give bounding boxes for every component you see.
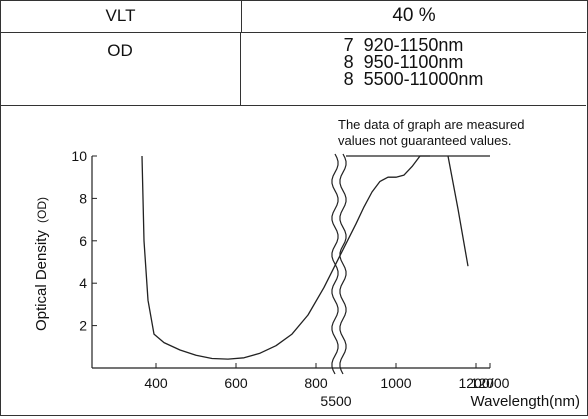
od-curve-cutoff-edge: [447, 155, 469, 267]
chart-note-line2: values not guaranteed values.: [338, 133, 511, 148]
y-axis-label: Optical Density (OD): [33, 197, 50, 331]
x-tick-label: 1000: [380, 375, 411, 391]
chart-note-line1: The data of graph are measured: [338, 117, 524, 132]
od-item-value: 8: [343, 69, 354, 89]
x-tick-label: 1200/: [458, 375, 493, 391]
axis-break-wave: [331, 153, 347, 375]
od-item-range: 950-1100nm: [363, 52, 464, 72]
x-tick-label: 400: [144, 375, 168, 391]
chart-curves: [141, 155, 490, 360]
y-tick-label: 8: [79, 190, 87, 206]
x-tick-label: 800: [304, 375, 328, 391]
x-ticks: 400 600 800 1000 1200/5500 12000: [144, 363, 510, 409]
y-tick-label: 10: [71, 148, 87, 164]
chart-axes: [91, 156, 490, 369]
chart-svg: The data of graph are measured values no…: [33, 117, 580, 410]
vlt-value-cell: 40 %: [242, 0, 586, 32]
x-tick-label-lower: 5500: [320, 393, 351, 409]
od-item-range: 920-1150nm: [363, 35, 464, 55]
od-chart: The data of graph are measured values no…: [0, 106, 586, 414]
x-tick-label: 600: [224, 375, 248, 391]
od-item: 8 5500-11000nm: [343, 69, 484, 89]
y-ticks: 2 4 6 8 10: [71, 148, 97, 334]
od-item-range: 5500-11000nm: [363, 69, 484, 89]
vlt-row: VLT 40 %: [0, 0, 586, 33]
od-item-value: 7: [343, 35, 354, 55]
od-item: 8 950-1100nm: [343, 52, 484, 72]
y-tick-label: 4: [79, 275, 87, 291]
vlt-label: VLT: [105, 6, 136, 25]
vlt-label-cell: VLT: [0, 0, 242, 32]
od-value-cell: 7 920-1150nm 8 950-1100nm 8 5500-11000nm: [241, 33, 586, 105]
axis-break-line: [339, 153, 347, 375]
y-axis-label-main: Optical Density: [33, 230, 50, 331]
od-label-cell: OD: [0, 33, 241, 105]
od-list: 7 920-1150nm 8 950-1100nm 8 5500-11000nm: [343, 35, 484, 105]
od-curve-visible-nir: [141, 155, 430, 360]
x-tick-label: 12000: [471, 375, 510, 391]
od-label: OD: [107, 41, 133, 60]
y-tick-label: 2: [79, 318, 87, 334]
od-item: 7 920-1150nm: [343, 35, 484, 55]
od-item-value: 8: [343, 52, 354, 72]
x-axis-label: Wavelength(nm): [471, 393, 580, 410]
vlt-value: 40 %: [392, 5, 436, 26]
y-tick-label: 6: [79, 233, 87, 249]
axis-break-line: [331, 153, 339, 375]
y-axis-label-unit: (OD): [35, 197, 49, 223]
od-row: OD 7 920-1150nm 8 950-1100nm 8 5500-1100…: [0, 33, 586, 106]
